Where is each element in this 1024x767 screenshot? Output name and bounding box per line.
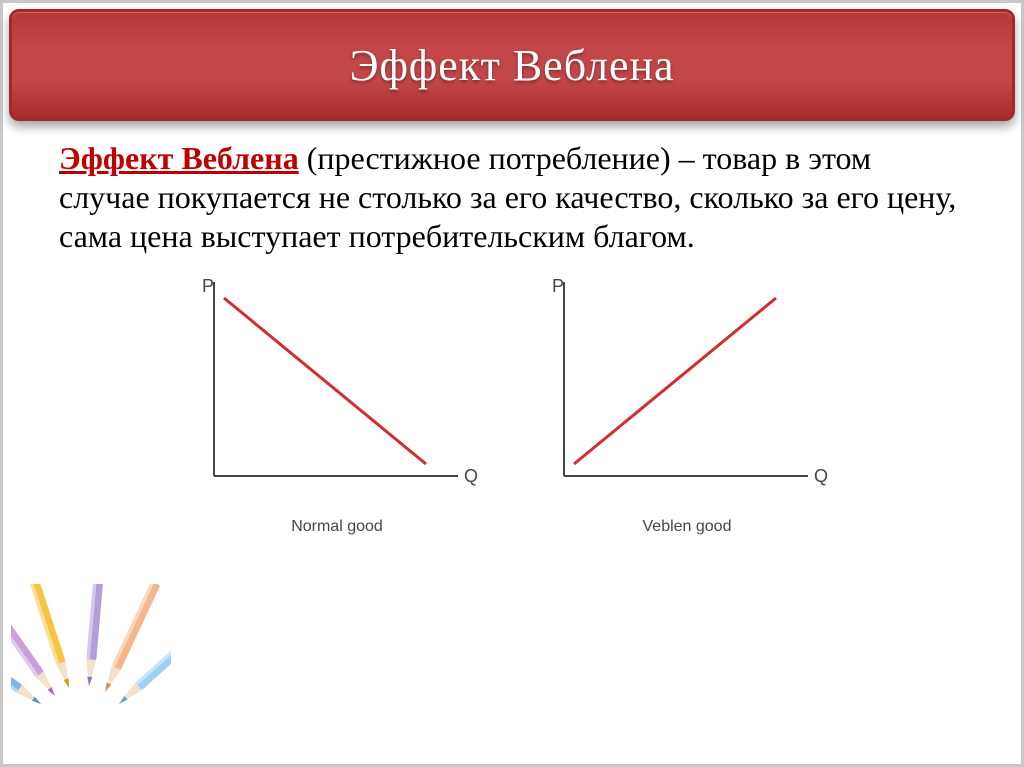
chart-veblen-good: P Q Veblen good xyxy=(542,274,832,536)
y-axis-label: P xyxy=(202,276,214,296)
term: Эффект Веблена xyxy=(59,140,299,176)
chart-normal-svg: P Q xyxy=(192,274,482,514)
y-axis-label: P xyxy=(552,276,564,296)
x-axis-label: Q xyxy=(814,466,828,486)
slide: Эффект Веблена Эффект Веблена (престижно… xyxy=(0,0,1024,767)
charts-row: P Q Normal good P Q Veblen good xyxy=(59,274,965,536)
chart-caption-left: Normal good xyxy=(192,518,482,536)
pencils-icon xyxy=(11,584,171,754)
slide-title: Эффект Веблена xyxy=(349,40,674,91)
chart-caption-right: Veblen good xyxy=(542,518,832,536)
chart-veblen-svg: P Q xyxy=(542,274,832,514)
slide-header: Эффект Веблена xyxy=(9,9,1015,121)
definition-paragraph: Эффект Веблена (престижное потребление) … xyxy=(59,139,965,256)
x-axis-label: Q xyxy=(464,466,478,486)
demand-line xyxy=(574,298,776,464)
slide-body: Эффект Веблена (престижное потребление) … xyxy=(3,121,1021,536)
chart-normal-good: P Q Normal good xyxy=(192,274,482,536)
demand-line xyxy=(224,298,426,464)
